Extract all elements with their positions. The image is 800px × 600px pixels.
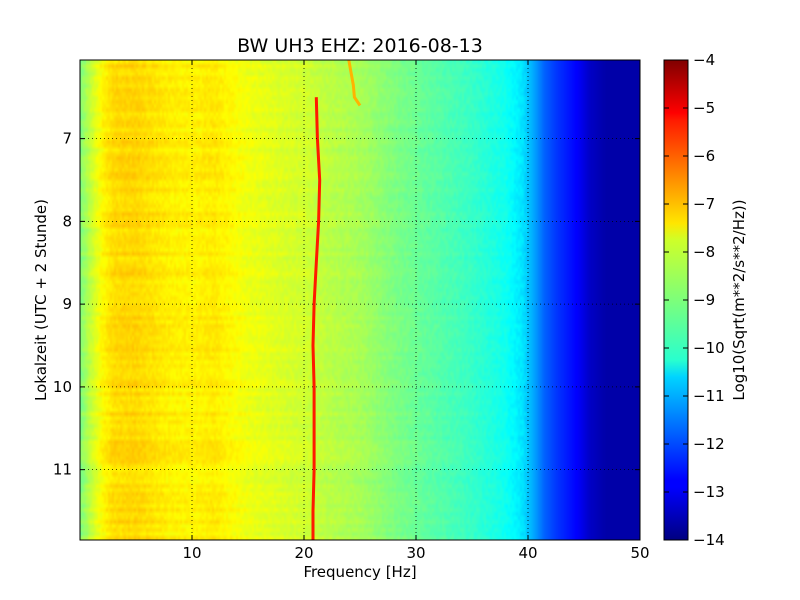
chart-title: BW UH3 EHZ: 2016-08-13 xyxy=(237,35,483,57)
colorbar-tick-label: −11 xyxy=(693,387,725,405)
narrowband-line xyxy=(311,97,322,540)
y-tick-label: 7 xyxy=(62,130,72,148)
x-tick-label: 50 xyxy=(630,544,649,562)
colorbar-tick-label: −10 xyxy=(693,339,725,357)
plot-area: 10 20 30 40 50 7 8 9 10 11 xyxy=(53,59,650,562)
colorbar: −4 −5 −6 −7 −8 −9 −10 −11 −12 −13 −14 Log10(Sqrt(m… xyxy=(663,51,748,549)
x-axis-ticks: 10 20 30 40 50 xyxy=(182,60,650,562)
colorbar-tick-label: −14 xyxy=(693,531,725,549)
x-tick-label: 10 xyxy=(182,544,201,562)
spectral-features xyxy=(311,59,362,540)
colorbar-tick-label: −6 xyxy=(693,147,715,165)
colorbar-tick-label: −4 xyxy=(693,51,715,69)
y-axis-label: Lokalzeit (UTC + 2 Stunde) xyxy=(32,199,50,401)
heatmap-image xyxy=(80,60,640,540)
grid-lines xyxy=(80,60,640,540)
colorbar-tick-label: −12 xyxy=(693,435,725,453)
y-axis-ticks: 7 8 9 10 11 xyxy=(53,130,640,479)
colorbar-ticks: −4 −5 −6 −7 −8 −9 −10 −11 −12 −13 −14 xyxy=(664,51,725,549)
plot-frame xyxy=(79,59,641,541)
y-tick-label: 11 xyxy=(53,461,72,479)
colorbar-tick-label: −5 xyxy=(693,99,715,117)
x-tick-label: 40 xyxy=(518,544,537,562)
colorbar-tick-label: −9 xyxy=(693,291,715,309)
colorbar-tick-label: −8 xyxy=(693,243,715,261)
colorbar-label: Log10(Sqrt(m**2/s**2/Hz)) xyxy=(730,199,748,400)
transient-line xyxy=(347,59,362,107)
y-tick-label: 8 xyxy=(62,212,72,230)
x-axis-label: Frequency [Hz] xyxy=(303,563,416,581)
x-tick-label: 30 xyxy=(406,544,425,562)
colorbar-tick-label: −7 xyxy=(693,195,715,213)
x-tick-label: 20 xyxy=(294,544,313,562)
y-tick-label: 9 xyxy=(62,295,72,313)
y-tick-label: 10 xyxy=(53,378,72,396)
colorbar-tick-label: −13 xyxy=(693,483,725,501)
